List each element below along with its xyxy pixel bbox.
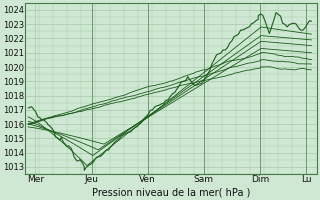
X-axis label: Pression niveau de la mer( hPa ): Pression niveau de la mer( hPa ): [92, 187, 251, 197]
